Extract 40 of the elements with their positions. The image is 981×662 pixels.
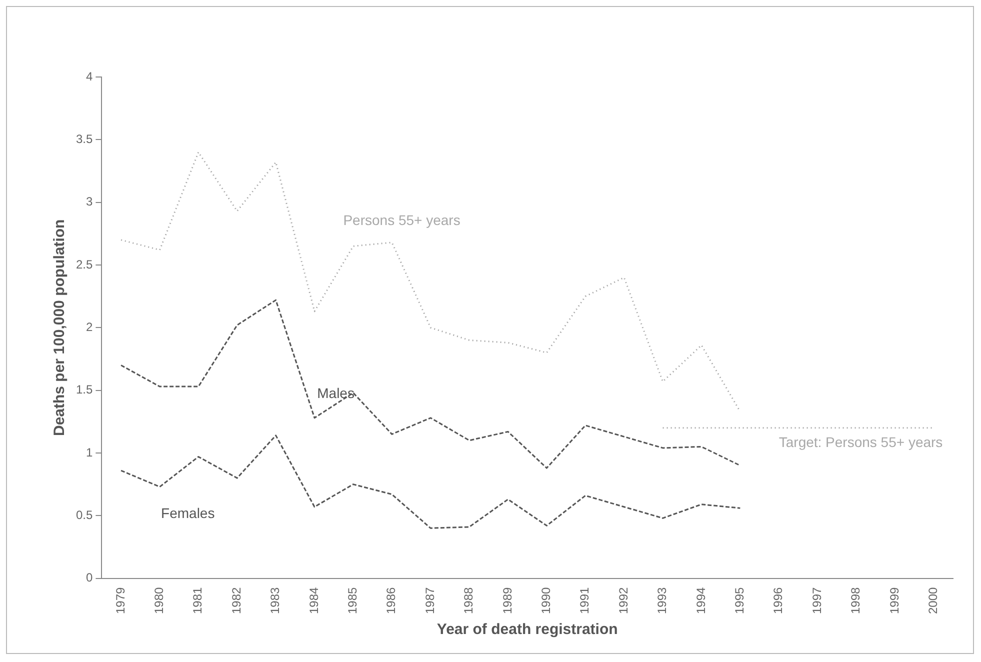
x-tick-label: 1982 bbox=[229, 586, 244, 614]
y-tick-label: 3 bbox=[86, 194, 93, 209]
x-tick-label: 1979 bbox=[113, 586, 128, 614]
line-series bbox=[120, 299, 741, 469]
x-tick-label: 1999 bbox=[887, 586, 902, 614]
y-tick-label: 3.5 bbox=[76, 132, 93, 146]
x-tick-label: 1989 bbox=[500, 586, 514, 614]
x-tick-label: 1994 bbox=[694, 586, 708, 614]
y-tick-label: 2.5 bbox=[76, 257, 93, 272]
x-tick-label: 1983 bbox=[268, 586, 282, 614]
series-label: Target: Persons 55+ years bbox=[778, 434, 943, 450]
series-label: Females bbox=[161, 505, 215, 522]
x-tick-label: 1996 bbox=[771, 586, 786, 614]
x-tick-label: 1990 bbox=[539, 586, 553, 614]
x-tick-label: 1993 bbox=[655, 586, 670, 614]
x-tick-label: 1987 bbox=[422, 586, 437, 614]
line-series bbox=[120, 151, 741, 412]
line-series bbox=[120, 434, 741, 529]
y-tick-label: 0 bbox=[86, 570, 93, 585]
x-tick-label: 1980 bbox=[152, 586, 166, 614]
x-tick-label: 1998 bbox=[848, 586, 863, 614]
y-tick-label: 1.5 bbox=[76, 382, 93, 397]
x-tick-label: 1984 bbox=[306, 586, 321, 614]
series-label: Persons 55+ years bbox=[343, 212, 460, 228]
y-tick-label: 1 bbox=[86, 445, 93, 460]
series-label: Males bbox=[317, 384, 354, 401]
x-tick-label: 1995 bbox=[732, 586, 746, 614]
x-axis-title: Year of death registration bbox=[436, 621, 618, 638]
x-tick-label: 1985 bbox=[346, 586, 360, 614]
y-tick-label: 2 bbox=[86, 320, 93, 334]
x-tick-label: 1997 bbox=[810, 586, 824, 614]
x-tick-label: 1988 bbox=[462, 586, 476, 614]
y-axis-title: Deaths per 100,000 population bbox=[51, 219, 68, 436]
y-tick-label: 0.5 bbox=[76, 508, 93, 522]
y-tick-label: 4 bbox=[86, 69, 93, 84]
x-tick-label: 2000 bbox=[926, 586, 940, 614]
x-tick-label: 1981 bbox=[190, 586, 205, 614]
x-tick-label: 1986 bbox=[384, 586, 398, 614]
x-tick-label: 1991 bbox=[578, 586, 592, 614]
x-tick-label: 1992 bbox=[616, 586, 630, 614]
